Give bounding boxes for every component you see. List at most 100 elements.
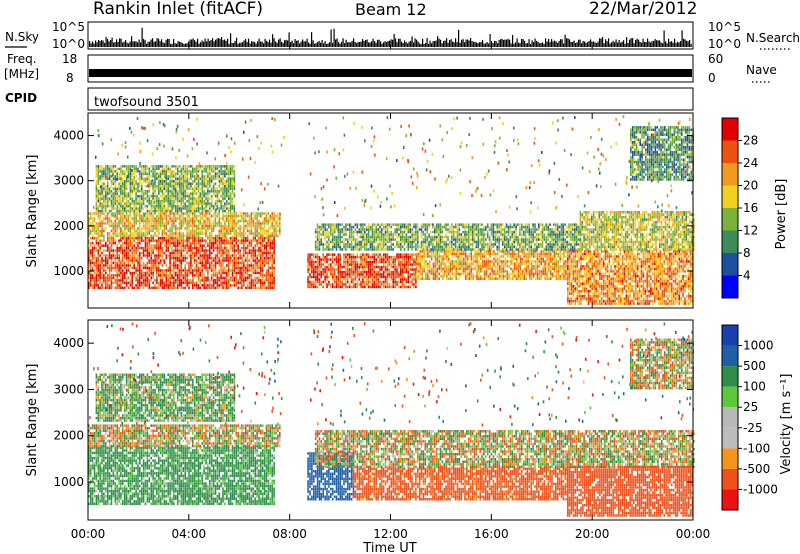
heatmap-cell (167, 246, 169, 250)
heatmap-cell (161, 194, 164, 198)
heatmap-cell (252, 232, 255, 235)
heatmap-cell (459, 262, 461, 266)
heatmap-cell (348, 255, 351, 259)
heatmap-cell (99, 170, 101, 173)
noise-bar (270, 42, 272, 47)
heatmap-cell (231, 197, 234, 200)
heatmap-cell (231, 234, 234, 238)
heatmap-cell (379, 280, 381, 284)
heatmap-cell (209, 209, 211, 213)
heatmap-cell (139, 276, 141, 280)
heatmap-cell (154, 194, 156, 198)
heatmap-cell (156, 271, 158, 275)
heatmap-cell (152, 234, 154, 238)
heatmap-cell (144, 172, 147, 176)
heatmap-cell (218, 251, 221, 255)
heatmap-cell (371, 268, 374, 271)
heatmap-cell (237, 246, 239, 250)
heatmap-cell (165, 170, 168, 173)
heatmap-cell (210, 222, 213, 225)
heatmap-cell (209, 165, 211, 168)
heatmap-cell (190, 175, 192, 178)
heatmap-cell (133, 229, 135, 233)
heatmap-cell (246, 256, 249, 260)
heatmap-cell (140, 276, 143, 280)
noise-bar (134, 41, 136, 47)
heatmap-cell (239, 274, 241, 277)
heatmap-cell (148, 244, 151, 247)
heatmap-cell (423, 252, 425, 256)
heatmap-cell (152, 271, 154, 275)
heatmap-cell (212, 284, 215, 287)
heatmap-cell (260, 246, 262, 250)
heatmap-cell (444, 270, 446, 273)
heatmap-cell (396, 283, 398, 286)
noise-bar (221, 36, 223, 47)
heatmap-cell (114, 259, 117, 262)
heatmap-cell (95, 274, 98, 277)
heatmap-cell (180, 284, 183, 287)
heatmap-cell (254, 236, 256, 240)
heatmap-cell (457, 267, 459, 271)
heatmap-cell (186, 185, 188, 188)
heatmap-cell (339, 280, 342, 284)
heatmap-cell (161, 177, 164, 180)
heatmap-cell (218, 214, 221, 218)
heatmap-cell (209, 266, 211, 270)
heatmap-cell (131, 165, 134, 168)
heatmap-cell (99, 269, 101, 272)
heatmap-cell (205, 185, 207, 188)
heatmap-cell (220, 207, 222, 210)
heatmap-cell (192, 279, 194, 282)
heatmap-cell (103, 212, 105, 215)
heatmap-cell (235, 232, 238, 235)
heatmap-cell (229, 227, 232, 230)
heatmap-cell (95, 194, 98, 198)
heatmap-cell (88, 239, 90, 242)
heatmap-cell (220, 281, 222, 285)
noise-bar (653, 40, 655, 47)
heatmap-cell (148, 217, 151, 220)
heatmap-cell (216, 167, 219, 171)
heatmap-cell (112, 222, 115, 225)
heatmap-cell (229, 167, 232, 171)
heatmap-cell (354, 268, 357, 271)
heatmap-cell (233, 229, 236, 233)
heatmap-cell (195, 249, 198, 252)
heatmap-cell (311, 280, 313, 284)
heatmap-cell (93, 229, 96, 233)
heatmap-cell (129, 170, 132, 173)
heatmap-cell (227, 256, 230, 260)
heatmap-cell (139, 199, 141, 203)
heatmap-cell (112, 249, 115, 252)
heatmap-cell (407, 275, 410, 279)
heatmap-cell (129, 207, 132, 210)
heatmap-cell (365, 270, 368, 274)
heatmap-cell (199, 274, 202, 277)
heatmap-cell (271, 224, 273, 228)
heatmap-cell (218, 217, 221, 220)
noise-bar (149, 41, 151, 47)
heatmap-cell (347, 278, 349, 281)
heatmap-cell (199, 239, 202, 242)
heatmap-cell (442, 267, 444, 271)
heatmap-cell (210, 234, 213, 238)
noise-bar (222, 40, 224, 47)
heatmap-cell (356, 263, 359, 266)
noise-bar (195, 41, 197, 47)
noise-bar (128, 43, 130, 47)
heatmap-cell (188, 241, 190, 245)
heatmap-cell (99, 192, 101, 195)
noise-bar (612, 40, 614, 47)
heatmap-cell (444, 257, 446, 261)
heatmap-cell (413, 285, 415, 289)
heatmap-cell (176, 207, 179, 210)
heatmap-cell (165, 207, 168, 210)
heatmap-cell (326, 253, 328, 256)
heatmap-cell (178, 185, 181, 188)
heatmap-cell (186, 241, 188, 245)
heatmap-cell (156, 249, 158, 252)
heatmap-cell (135, 167, 137, 171)
heatmap-cell (127, 227, 130, 230)
heatmap-cell (210, 236, 213, 240)
